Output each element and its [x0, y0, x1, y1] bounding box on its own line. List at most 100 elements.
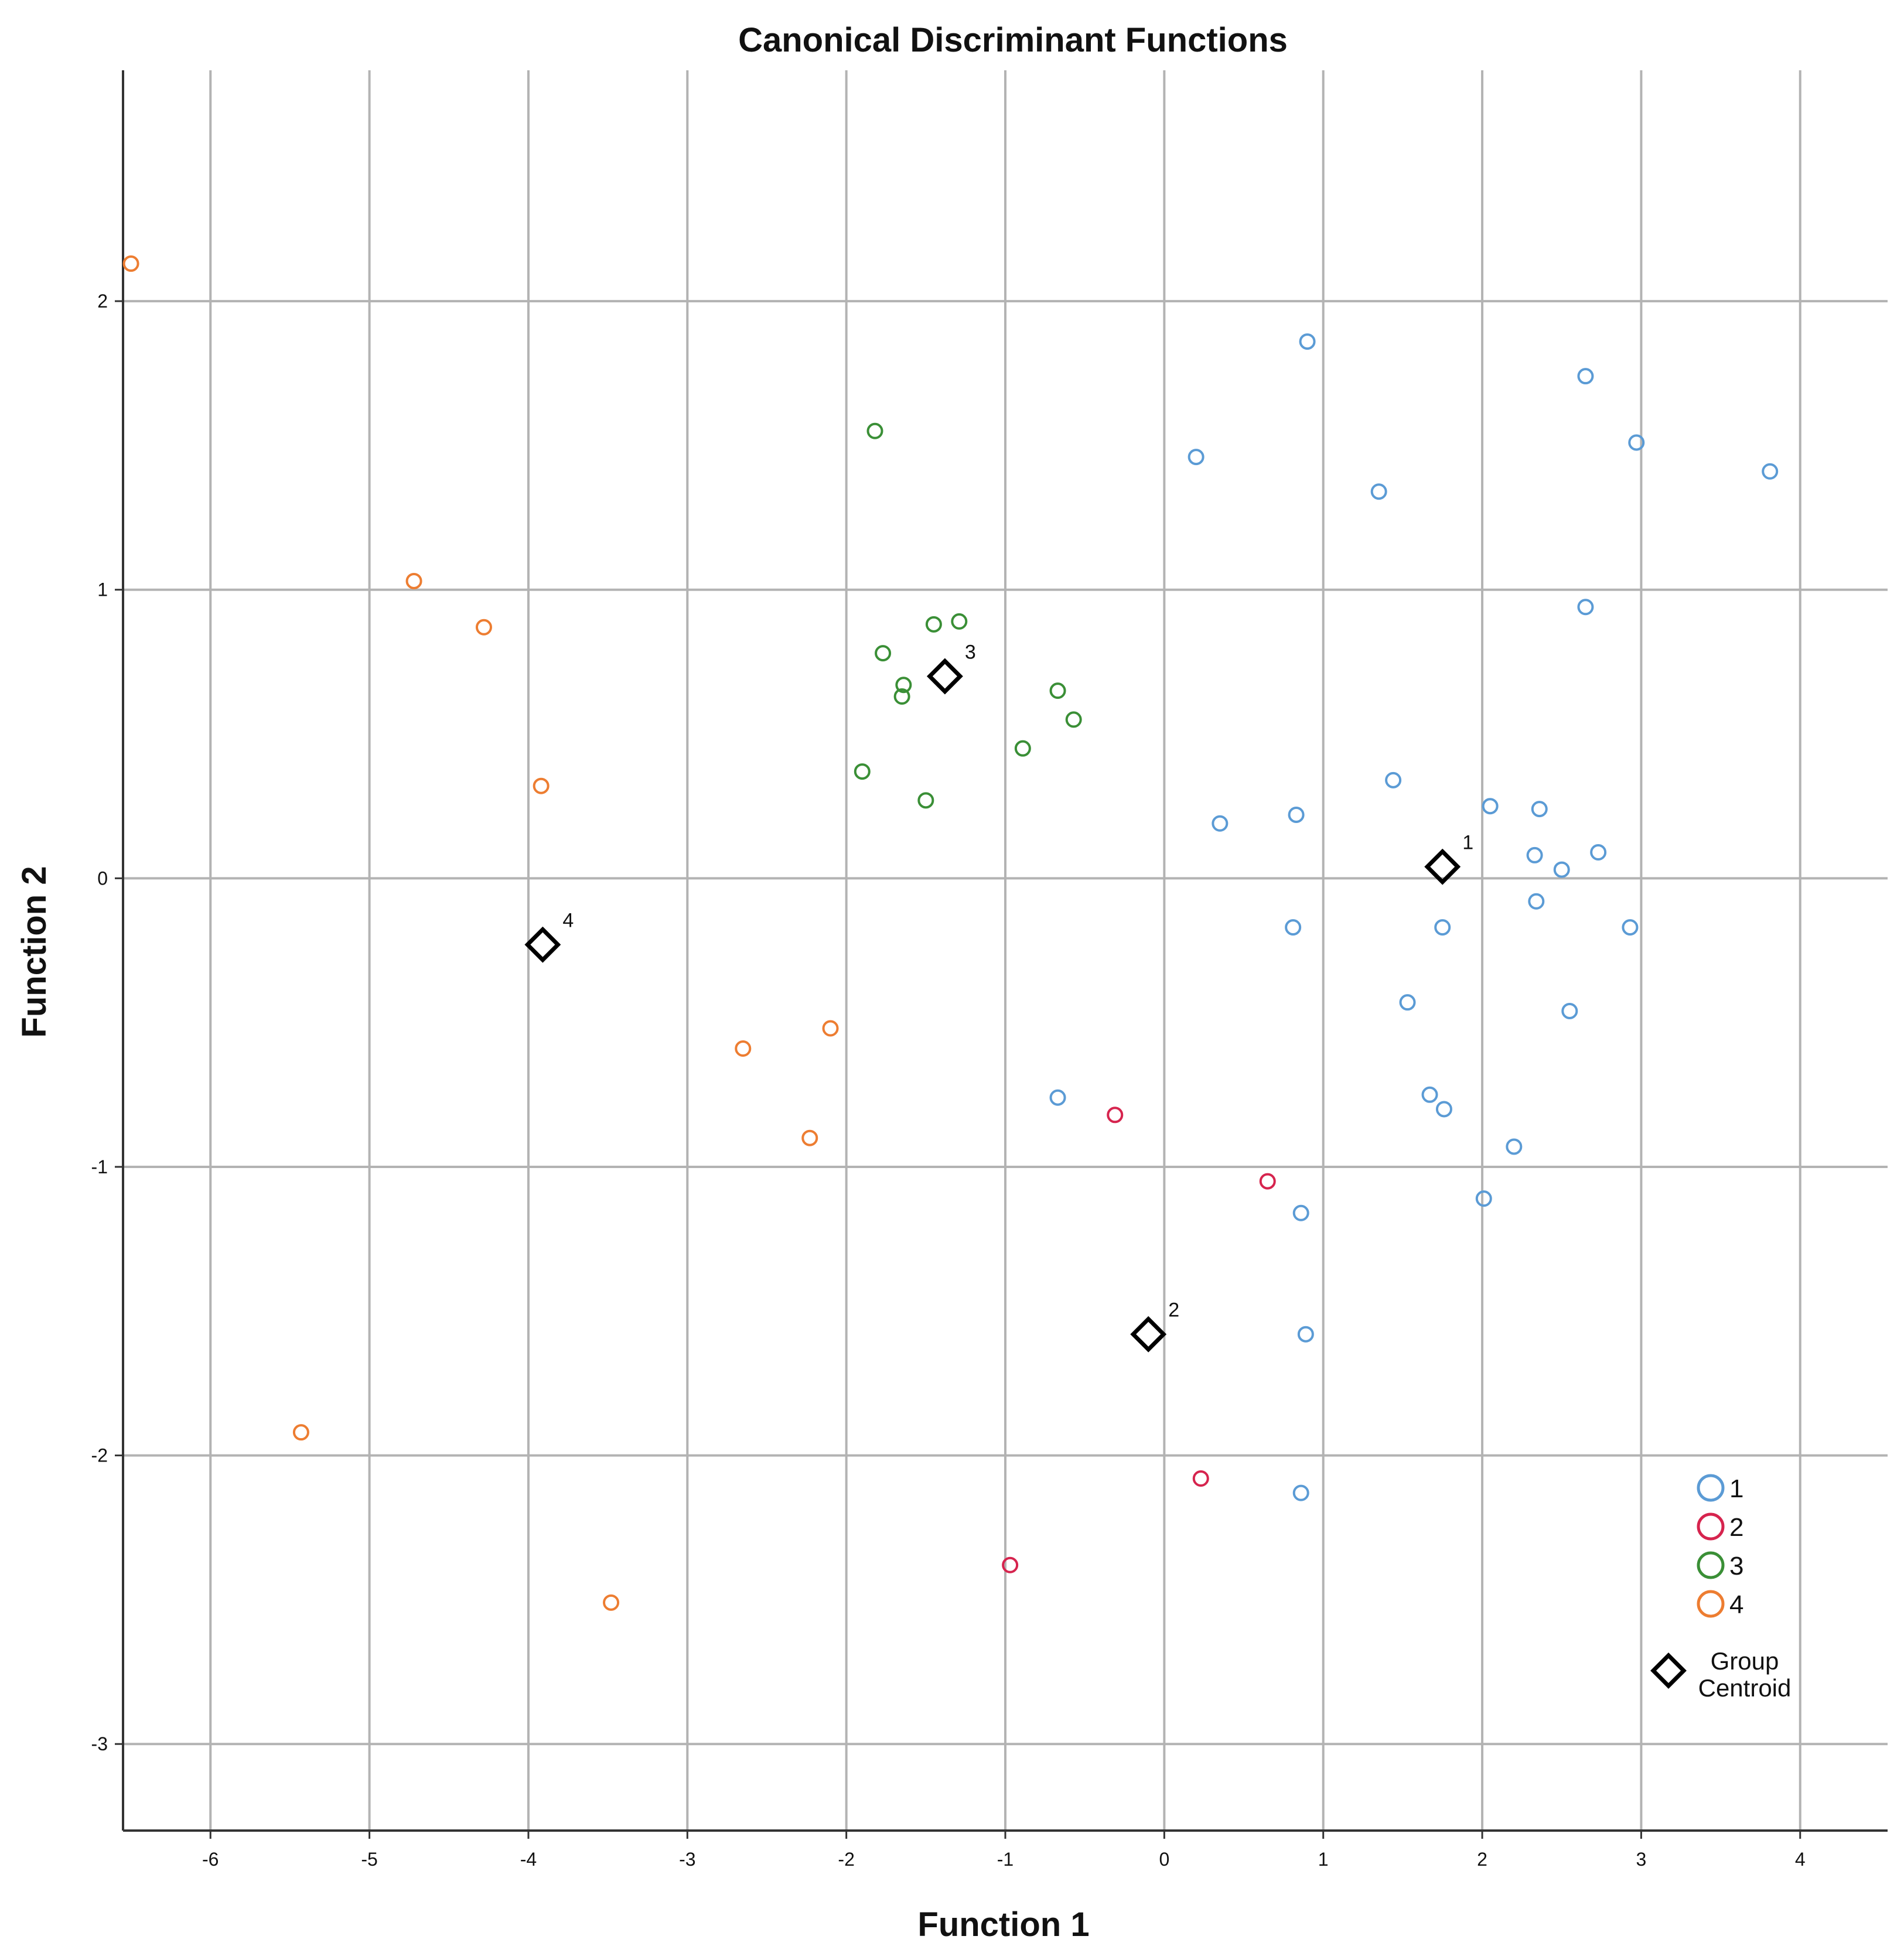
centroid-marker-group-3 — [926, 658, 963, 695]
legend-centroid-label-line2: Centroid — [1698, 1674, 1792, 1702]
data-point-group-4 — [405, 572, 422, 589]
data-point-group-3 — [854, 763, 871, 780]
x-tick-label: 3 — [1636, 1849, 1647, 1870]
tick-labels: -6 -5 -4 -3 -2 -1 0 1 2 3 4 -3 -2 -1 0 1 2 — [91, 291, 1806, 1870]
data-point-group-1 — [1526, 846, 1543, 863]
data-point-group-3 — [925, 616, 942, 633]
data-point-group-1 — [1370, 483, 1387, 500]
legend-marker-group-1 — [1697, 1474, 1725, 1502]
x-tick-label: 4 — [1795, 1849, 1806, 1870]
data-point-group-3 — [917, 792, 934, 809]
data-point-group-1 — [1577, 368, 1594, 385]
data-point-group-1 — [1531, 801, 1548, 818]
x-tick-label: 0 — [1159, 1849, 1169, 1870]
data-point-group-1 — [1288, 806, 1305, 823]
y-tick-label: 0 — [97, 868, 108, 889]
chart-title: Canonical Discriminant Functions — [738, 21, 1288, 59]
legend-label-group-2: 2 — [1729, 1513, 1743, 1542]
x-tick-label: -2 — [838, 1849, 854, 1870]
data-point-group-1 — [1188, 449, 1204, 466]
data-points — [122, 255, 1779, 1611]
y-tick-label: -2 — [91, 1445, 108, 1466]
data-point-group-1 — [1762, 463, 1779, 480]
x-tick-label: -1 — [997, 1849, 1014, 1870]
data-point-group-1 — [1292, 1484, 1309, 1501]
data-point-group-1 — [1482, 798, 1499, 815]
data-point-group-4 — [822, 1020, 839, 1037]
centroid-label-group-1: 1 — [1462, 832, 1473, 854]
data-point-group-1 — [1561, 1002, 1578, 1019]
centroid-label-group-2: 2 — [1168, 1299, 1179, 1322]
data-point-group-3 — [893, 688, 910, 705]
data-point-group-1 — [1297, 1326, 1314, 1343]
x-axis-title: Function 1 — [917, 1906, 1089, 1944]
legend-label-group-4: 4 — [1729, 1590, 1743, 1619]
legend-centroid-marker — [1650, 1652, 1687, 1689]
legend-marker-group-2 — [1697, 1512, 1725, 1541]
grid — [123, 70, 1888, 1831]
data-point-group-1 — [1385, 771, 1402, 788]
group-centroids: 1 2 3 4 — [524, 641, 1473, 1353]
data-point-group-4 — [603, 1594, 620, 1611]
data-point-group-4 — [533, 777, 550, 794]
data-point-group-1 — [1049, 1089, 1066, 1106]
y-tick-label: 1 — [97, 579, 108, 600]
data-point-group-4 — [801, 1129, 818, 1146]
data-point-group-1 — [1577, 599, 1594, 616]
data-point-group-1 — [1553, 861, 1570, 878]
data-point-group-3 — [951, 613, 968, 630]
data-point-group-1 — [1590, 844, 1607, 861]
centroid-label-group-3: 3 — [965, 641, 976, 664]
legend-marker-group-4 — [1697, 1590, 1725, 1618]
x-tick-label: 2 — [1477, 1849, 1487, 1870]
data-point-group-3 — [866, 422, 883, 439]
data-point-group-1 — [1212, 815, 1229, 832]
x-tick-label: -5 — [361, 1849, 377, 1870]
data-point-group-3 — [1049, 682, 1066, 699]
data-point-group-3 — [895, 677, 912, 694]
x-tick-label: -4 — [520, 1849, 537, 1870]
data-point-group-1 — [1628, 434, 1645, 451]
legend-centroid-label-line1: Group — [1711, 1647, 1779, 1675]
data-point-group-3 — [1065, 711, 1082, 728]
data-point-group-2 — [1192, 1470, 1209, 1487]
axes — [115, 70, 1888, 1839]
data-point-group-4 — [292, 1424, 309, 1441]
data-point-group-3 — [875, 645, 892, 662]
centroid-marker-group-2 — [1130, 1316, 1167, 1353]
legend-marker-group-3 — [1697, 1551, 1725, 1579]
x-tick-label: -6 — [202, 1849, 219, 1870]
data-point-group-1 — [1528, 893, 1545, 910]
centroid-label-group-4: 4 — [562, 910, 574, 932]
y-tick-label: -3 — [91, 1733, 108, 1754]
data-point-group-2 — [1259, 1173, 1276, 1190]
legend-label-group-1: 1 — [1729, 1474, 1743, 1503]
data-point-group-1 — [1399, 994, 1416, 1011]
data-point-group-1 — [1475, 1190, 1492, 1207]
centroid-marker-group-4 — [524, 926, 561, 963]
x-tick-label: 1 — [1318, 1849, 1329, 1870]
y-tick-label: -1 — [91, 1156, 108, 1177]
data-point-group-1 — [1434, 919, 1451, 936]
centroid-marker-group-1 — [1424, 848, 1461, 885]
data-point-group-2 — [1107, 1107, 1124, 1124]
data-point-group-4 — [122, 255, 139, 272]
data-point-group-4 — [475, 619, 492, 636]
data-point-group-3 — [1014, 740, 1031, 757]
data-point-group-1 — [1299, 333, 1316, 350]
data-point-group-1 — [1285, 919, 1302, 936]
legend-label-group-3: 3 — [1729, 1552, 1743, 1580]
data-point-group-1 — [1435, 1101, 1452, 1118]
data-point-group-1 — [1506, 1138, 1523, 1155]
x-tick-label: -3 — [679, 1849, 695, 1870]
data-point-group-1 — [1292, 1204, 1309, 1221]
data-point-group-2 — [1002, 1556, 1019, 1573]
data-point-group-1 — [1622, 919, 1639, 936]
y-tick-label: 2 — [97, 291, 108, 312]
data-point-group-1 — [1421, 1086, 1438, 1103]
y-axis-title: Function 2 — [15, 866, 53, 1037]
